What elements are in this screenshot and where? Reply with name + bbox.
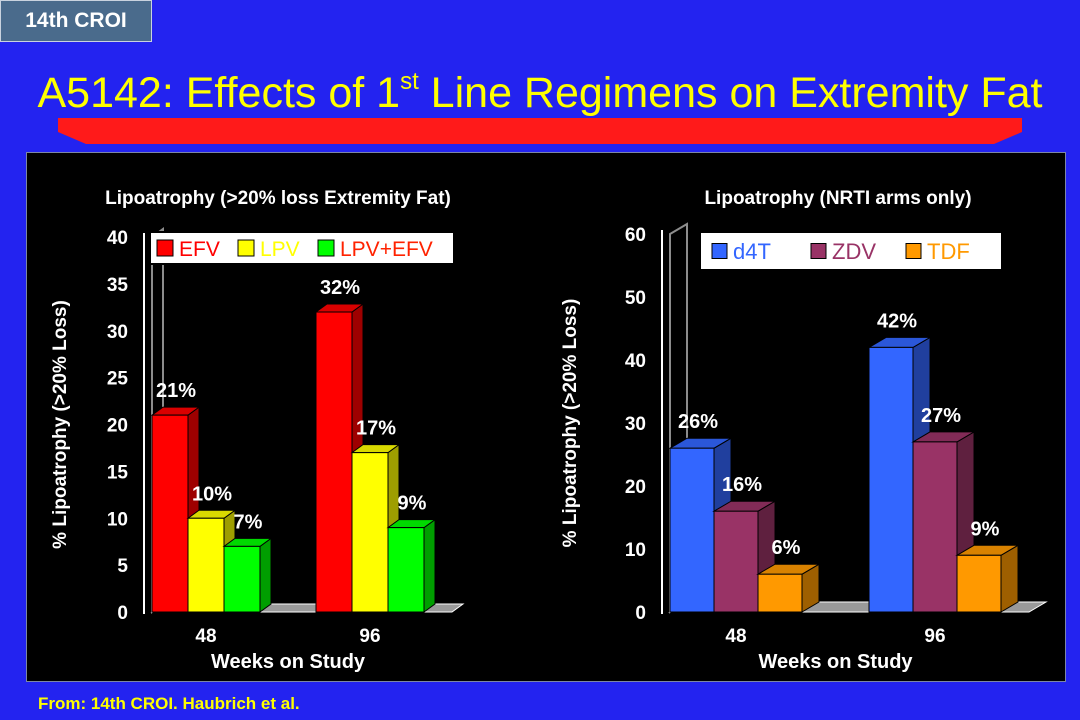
data-label: 42% [877, 310, 917, 332]
legend-box [699, 231, 1003, 271]
bar [868, 346, 914, 613]
bar-side [423, 518, 436, 613]
data-label: 7% [234, 511, 263, 533]
data-label: 27% [921, 405, 961, 427]
legend-swatch [237, 239, 255, 257]
bar [387, 527, 425, 613]
y-tick-label: 40 [625, 351, 646, 372]
y-axis-label: % Lipoatrophy (>20% Loss) [50, 300, 71, 549]
legend-swatch [317, 239, 335, 257]
data-label: 9% [398, 493, 427, 515]
slide-title: A5142: Effects of 1st Line Regimens on E… [0, 68, 1080, 118]
x-tick-label: 96 [924, 626, 945, 647]
x-axis-label: Weeks on Study [758, 651, 913, 673]
legend-swatch [810, 243, 827, 259]
bar [956, 554, 1002, 613]
bar [713, 510, 759, 613]
legend-label: LPV+EFV [340, 238, 433, 261]
legend-label: LPV [260, 238, 300, 261]
title-underline-bar [58, 118, 1022, 144]
bar [315, 311, 353, 613]
y-tick-label: 30 [625, 414, 646, 435]
data-label: 10% [192, 483, 232, 505]
y-tick-label: 60 [625, 225, 646, 246]
y-tick-label: 0 [635, 603, 646, 624]
y-tick-label: 20 [625, 477, 646, 498]
data-label: 6% [772, 537, 801, 559]
legend-label: TDF [927, 239, 970, 264]
bar [223, 545, 261, 613]
title-main: A5142: Effects of 1 [37, 69, 401, 117]
data-label: 32% [320, 277, 360, 299]
y-axis-label: % Lipoatrophy (>20% Loss) [560, 299, 581, 548]
legend-box [149, 231, 455, 265]
y-tick-label: 20 [107, 416, 128, 437]
legend-swatch [905, 243, 922, 259]
y-tick-label: 5 [117, 556, 128, 577]
legend-swatch [711, 243, 728, 259]
data-label: 26% [678, 411, 718, 433]
bar [757, 573, 803, 613]
x-tick-label: 96 [359, 626, 380, 647]
y-tick-label: 10 [625, 540, 646, 561]
y-tick-label: 50 [625, 288, 646, 309]
title-superscript: st [400, 68, 419, 95]
data-label: 16% [722, 474, 762, 496]
title-rest: Line Regimens on Extremity Fat [418, 69, 1043, 117]
legend-label: EFV [179, 238, 220, 261]
bar [151, 414, 189, 613]
data-label: 17% [356, 418, 396, 440]
chart-title: Lipoatrophy (>20% loss Extremity Fat) [105, 188, 451, 209]
y-tick-label: 25 [107, 369, 129, 390]
data-label: 21% [156, 380, 196, 402]
legend-swatch [156, 239, 174, 257]
x-tick-label: 48 [725, 626, 746, 647]
bar-side [1000, 544, 1019, 613]
y-tick-label: 0 [117, 603, 128, 624]
bar [912, 441, 958, 613]
chart-title: Lipoatrophy (NRTI arms only) [704, 188, 971, 209]
legend-label: ZDV [832, 239, 876, 264]
bar [669, 447, 715, 613]
y-tick-label: 15 [107, 462, 129, 483]
source-footnote: From: 14th CROI. Haubrich et al. [38, 694, 300, 713]
y-tick-label: 40 [107, 228, 128, 249]
bar [351, 452, 389, 613]
data-label: 9% [971, 518, 1000, 540]
x-tick-label: 48 [195, 626, 216, 647]
x-axis-label: Weeks on Study [211, 651, 366, 673]
y-tick-label: 30 [107, 322, 128, 343]
y-tick-label: 35 [107, 275, 129, 296]
conference-badge: 14th CROI [0, 0, 152, 42]
y-tick-label: 10 [107, 509, 128, 530]
bar-side [259, 537, 272, 613]
legend-label: d4T [733, 239, 771, 264]
bar [187, 517, 225, 613]
